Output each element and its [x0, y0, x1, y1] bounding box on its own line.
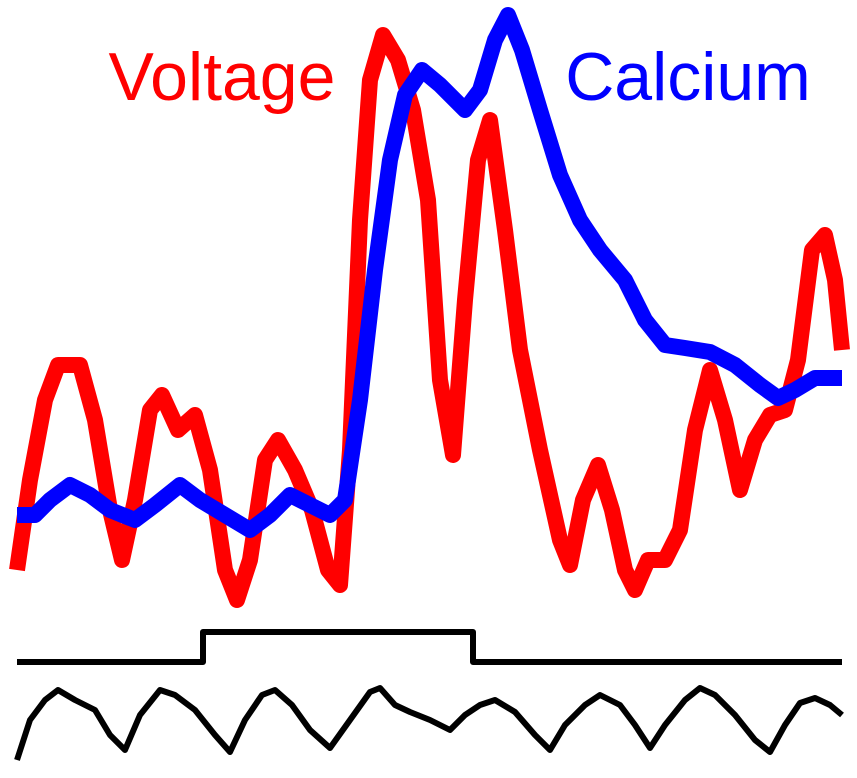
legend-label: Calcium [565, 39, 811, 115]
trace [17, 629, 842, 665]
trace [9, 27, 850, 608]
trace [14, 685, 844, 761]
legend-label: Voltage [109, 39, 336, 115]
trace [17, 7, 842, 538]
